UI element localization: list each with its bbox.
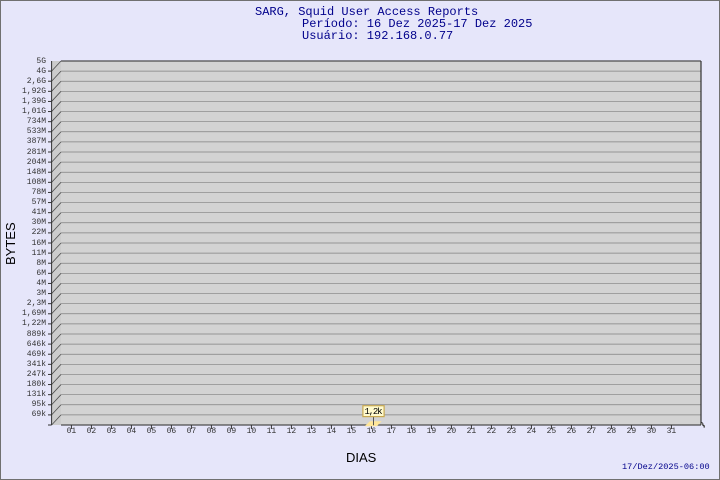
svg-text:1,2k: 1,2k bbox=[365, 407, 383, 417]
